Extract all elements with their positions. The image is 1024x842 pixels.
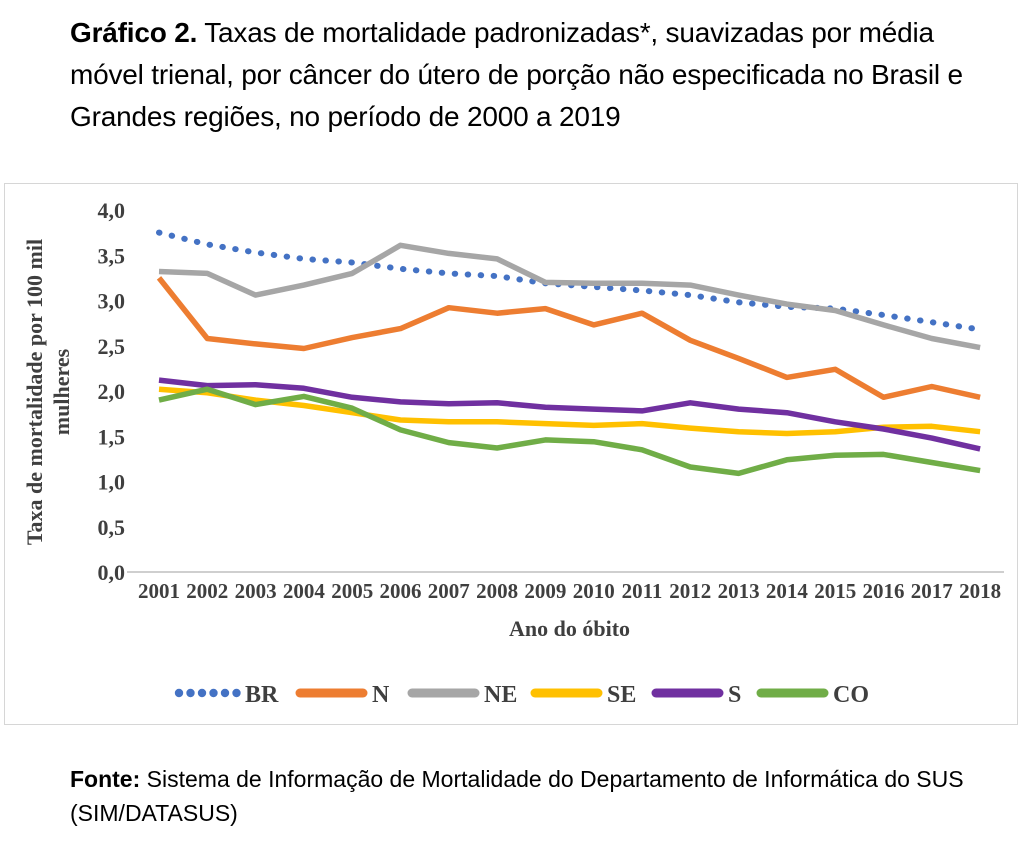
- y-tick-label: 4,0: [98, 198, 126, 223]
- legend-label-NE: NE: [484, 682, 517, 708]
- figure-title-text: Taxas de mortalidade padronizadas*, suav…: [70, 17, 963, 132]
- x-tick-label: 2017: [911, 579, 953, 603]
- source-label: Fonte:: [70, 766, 141, 792]
- y-tick-label: 2,5: [98, 334, 126, 359]
- y-axis-title: mulheres: [49, 348, 74, 435]
- series-line-CO: [158, 386, 981, 477]
- legend-label-S: S: [728, 682, 741, 708]
- x-tick-label: 2004: [283, 579, 326, 603]
- x-tick-label: 2005: [331, 579, 373, 603]
- y-tick-label: 3,0: [98, 289, 126, 314]
- x-tick-label: 2015: [814, 579, 856, 603]
- x-tick-label: 2002: [186, 579, 228, 603]
- series-line-S: [158, 377, 981, 452]
- legend-label-BR: BR: [245, 682, 279, 708]
- series-line-NE: [158, 242, 981, 351]
- x-tick-label: 2012: [669, 579, 711, 603]
- series-line-N: [156, 276, 981, 401]
- y-tick-label: 0,5: [98, 515, 126, 540]
- x-tick-label: 2001: [138, 579, 180, 603]
- series-line-SE: [158, 386, 981, 437]
- legend-label-N: N: [372, 682, 390, 708]
- x-tick-label: 2010: [573, 579, 615, 603]
- legend-swatch-BR: [174, 688, 184, 698]
- x-tick-label: 2009: [524, 579, 566, 603]
- figure-title: Gráfico 2. Taxas de mortalidade padroniz…: [70, 12, 975, 138]
- legend-swatch-BR: [220, 688, 230, 698]
- legend-swatch-BR: [186, 688, 195, 698]
- y-tick-label: 2,0: [98, 379, 126, 404]
- source-note: Fonte: Sistema de Informação de Mortalid…: [70, 762, 970, 830]
- x-axis-title: Ano do óbito: [509, 616, 630, 641]
- y-axis-title: Taxa de mortalidade por 100 mil: [22, 239, 47, 545]
- x-tick-label: 2014: [766, 579, 809, 603]
- y-tick-label: 0,0: [98, 560, 126, 585]
- y-tick-label: 1,0: [98, 470, 126, 495]
- y-tick-label: 1,5: [98, 424, 126, 449]
- legend-label-SE: SE: [607, 682, 636, 708]
- figure-title-number: Gráfico 2.: [70, 17, 198, 48]
- legend-swatch-BR: [232, 688, 241, 698]
- x-tick-label: 2003: [235, 579, 277, 603]
- x-tick-label: 2016: [863, 579, 905, 603]
- y-tick-label: 3,5: [98, 243, 126, 268]
- line-chart: 4,0 3,5 3,0 2,5 2,0 1,5 1,0 0,5 0,0 Taxa de morta…: [22, 198, 1004, 708]
- x-tick-label: 2008: [476, 579, 518, 603]
- x-tick-label: 2018: [959, 579, 1001, 603]
- x-tick-label: 2011: [622, 579, 663, 603]
- legend-swatch-BR: [197, 688, 207, 698]
- source-text: Sistema de Informação de Mortalidade do …: [70, 766, 964, 826]
- legend-swatch-BR: [209, 688, 218, 698]
- legend-label-CO: CO: [833, 682, 869, 708]
- chart-frame: 4,0 3,5 3,0 2,5 2,0 1,5 1,0 0,5 0,0 Taxa de morta…: [4, 183, 1018, 725]
- x-tick-label: 2013: [718, 579, 760, 603]
- x-tick-label: 2007: [428, 579, 470, 603]
- x-tick-label: 2006: [380, 579, 422, 603]
